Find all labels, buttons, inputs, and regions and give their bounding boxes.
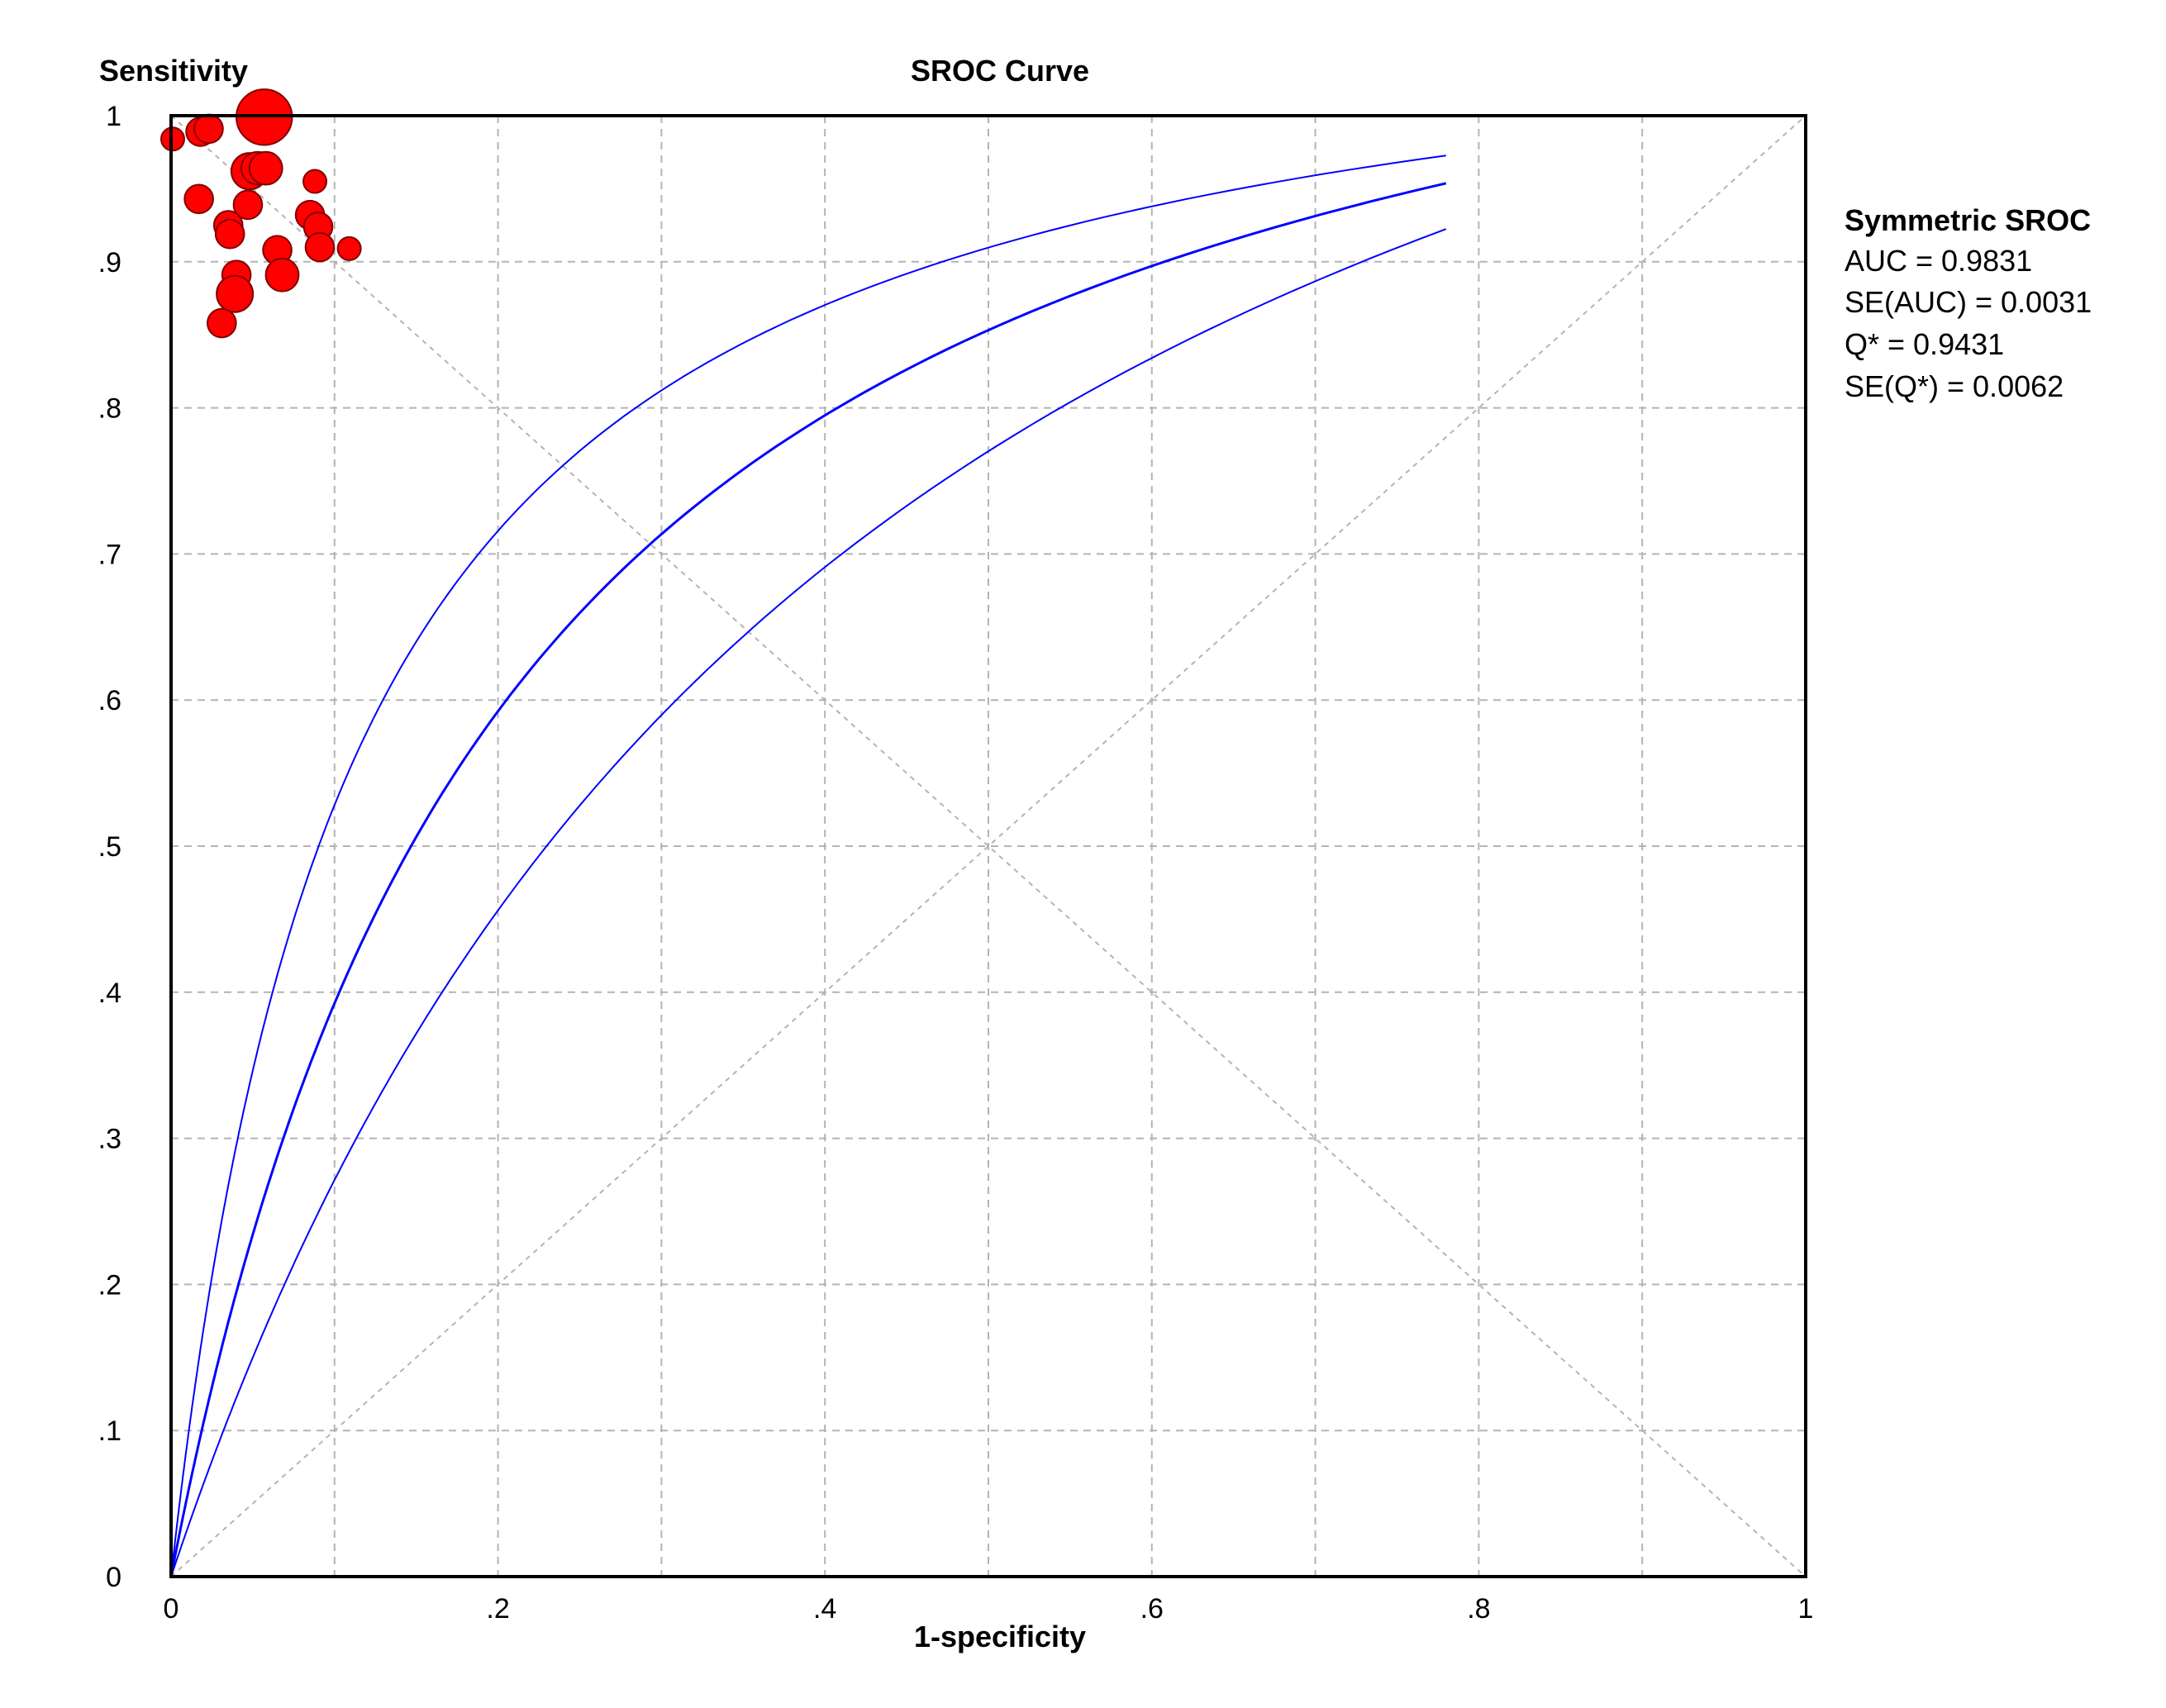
x-tick-labels: 0 .2 .4 .6 .8 1 [164,1593,1814,1625]
x-tick-label: 0 [164,1593,179,1625]
study-point [336,236,362,261]
y-tick-label: .8 [98,393,121,425]
study-point [304,231,336,263]
stats-auc: AUC = 0.9831 [1845,244,2032,278]
y-tick-label: .3 [98,1124,121,1155]
study-points [159,88,362,339]
y-tick-label: .2 [98,1269,121,1301]
study-point [248,150,283,186]
y-tick-label: .7 [98,539,121,570]
study-point [183,183,214,215]
y-tick-label: .9 [98,247,121,278]
grid-lines [171,116,1806,1577]
study-point [207,307,237,339]
sroc-curve-lower-bound [170,228,1447,1577]
stats-heading: Symmetric SROC [1845,203,2091,237]
x-tick-label: .6 [1140,1593,1164,1625]
x-tick-label: .4 [813,1593,836,1625]
x-axis-label: 1-specificity [914,1620,1086,1653]
study-point [264,257,300,293]
study-point [214,218,245,250]
x-tick-label: .2 [486,1593,509,1625]
stats-q-star: Q* = 0.9431 [1845,327,2004,361]
study-point [193,113,224,145]
y-tick-label: 1 [106,101,121,132]
y-tick-label: 0 [106,1562,121,1593]
chart-title: SROC Curve [911,54,1089,88]
study-point [302,169,328,194]
y-tick-label: .6 [98,685,121,716]
reference-diagonals [170,115,1807,1577]
x-tick-label: 1 [1798,1593,1814,1625]
q-star-diagonal-line [170,115,1807,1577]
stats-se-auc: SE(AUC) = 0.0031 [1845,285,2092,319]
y-tick-label: .1 [98,1415,121,1447]
x-tick-label: .8 [1467,1593,1490,1625]
study-point [232,189,264,221]
plot-frame [169,114,1807,1578]
y-axis-label: Sensitivity [99,54,248,88]
stats-se-q-star: SE(Q*) = 0.0062 [1845,369,2064,403]
chance-diagonal-line [170,115,1807,1577]
y-tick-labels: 0 .1 .2 .3 .4 .5 .6 .7 .8 .9 1 [98,101,121,1593]
y-tick-label: .4 [98,978,121,1009]
study-point [216,274,255,313]
stats-panel: Symmetric SROC AUC = 0.9831 SE(AUC) = 0.… [1845,203,2092,403]
y-tick-label: .5 [98,831,121,863]
